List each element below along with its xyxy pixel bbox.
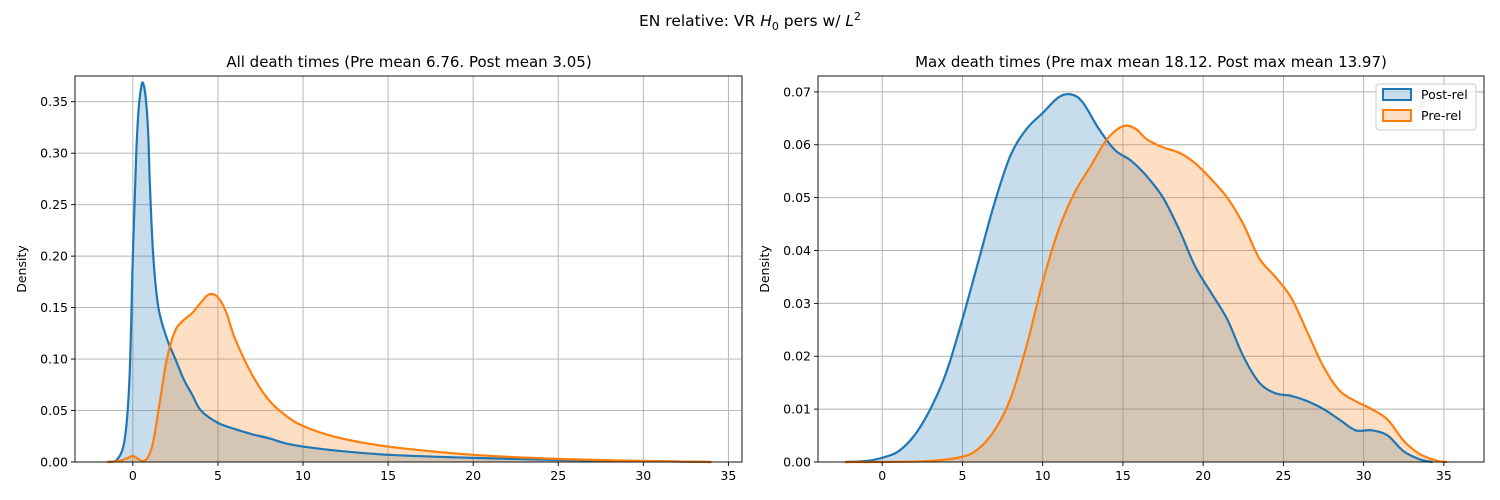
left-xtick-label: 10 [295,468,311,483]
right-fills [845,94,1448,463]
left-xtick-label: 30 [635,468,651,483]
right-xtick-label: 25 [1275,468,1291,483]
right-xtick-label: 35 [1436,468,1452,483]
left-pre-density-line [107,292,712,464]
left-xtick-label: 5 [214,468,222,483]
left-xtick-label: 0 [129,468,137,483]
left-post-density-fill [107,82,712,462]
left-xtick-label: 20 [465,468,481,483]
right-xtick-label: 0 [878,468,886,483]
left-lines [107,81,712,464]
right-xtick-label: 20 [1195,468,1211,483]
left-xticks: 0 5 10 15 20 25 30 35 [129,462,736,483]
right-xtick-label: 15 [1115,468,1131,483]
right-ytick-label: 0.03 [783,296,811,311]
legend-label-pre-rel: Pre-rel [1421,108,1461,123]
right-ytick-label: 0.01 [783,402,811,417]
right-lines [845,93,1448,464]
legend-box [1375,83,1477,131]
left-xtick-label: 25 [550,468,566,483]
left-yticks: 0.00 0.05 0.10 0.15 0.20 0.25 0.30 0.35 [40,94,75,470]
legend-label-post-rel: Post-rel [1421,87,1468,102]
left-axes-frame [74,75,743,463]
left-ytick-label: 0.20 [40,249,68,264]
right-ytick-label: 0.07 [783,84,811,99]
left-plot: All death times (Pre mean 6.76. Post mea… [14,53,743,483]
right-xtick-label: 10 [1035,468,1051,483]
right-yticks: 0.00 0.01 0.02 0.03 0.04 0.05 0.06 0.07 [783,84,818,470]
left-ytick-label: 0.25 [40,197,68,212]
right-axes-frame [817,75,1485,463]
right-ytick-label: 0.06 [783,137,811,152]
right-xticks: 0 5 10 15 20 25 30 35 [878,462,1452,483]
legend-swatch-post-rel [1382,88,1412,101]
left-plot-title: All death times (Pre mean 6.76. Post mea… [226,53,591,71]
right-ytick-label: 0.00 [783,455,811,470]
left-ytick-label: 0.10 [40,352,68,367]
legend: Post-rel Pre-rel [1375,83,1477,131]
left-xtick-label: 15 [380,468,396,483]
right-ytick-label: 0.04 [783,243,811,258]
right-post-density-line [845,93,1433,464]
right-ytick-label: 0.02 [783,349,811,364]
left-ylabel: Density [14,245,29,293]
left-pre-density-fill [107,293,712,462]
left-fills [107,82,712,462]
right-ytick-label: 0.05 [783,190,811,205]
left-ytick-label: 0.00 [40,455,68,470]
right-plot-title: Max death times (Pre max mean 18.12. Pos… [915,53,1387,71]
figure-suptitle: EN relative: VR H0 pers w/ L2 [639,10,861,33]
left-ytick-label: 0.30 [40,146,68,161]
right-xtick-label: 30 [1356,468,1372,483]
left-post-density-line [107,81,712,464]
legend-swatch-pre-rel [1382,109,1412,122]
right-plot: Max death times (Pre max mean 18.12. Pos… [757,53,1485,483]
right-xtick-label: 5 [958,468,966,483]
right-post-density-fill [845,94,1433,463]
right-ylabel: Density [757,245,772,293]
left-ytick-label: 0.35 [40,94,68,109]
right-pre-density-fill [845,125,1448,462]
left-ytick-label: 0.05 [40,403,68,418]
left-xtick-label: 35 [720,468,736,483]
right-pre-density-line [845,124,1448,464]
left-ytick-label: 0.15 [40,300,68,315]
